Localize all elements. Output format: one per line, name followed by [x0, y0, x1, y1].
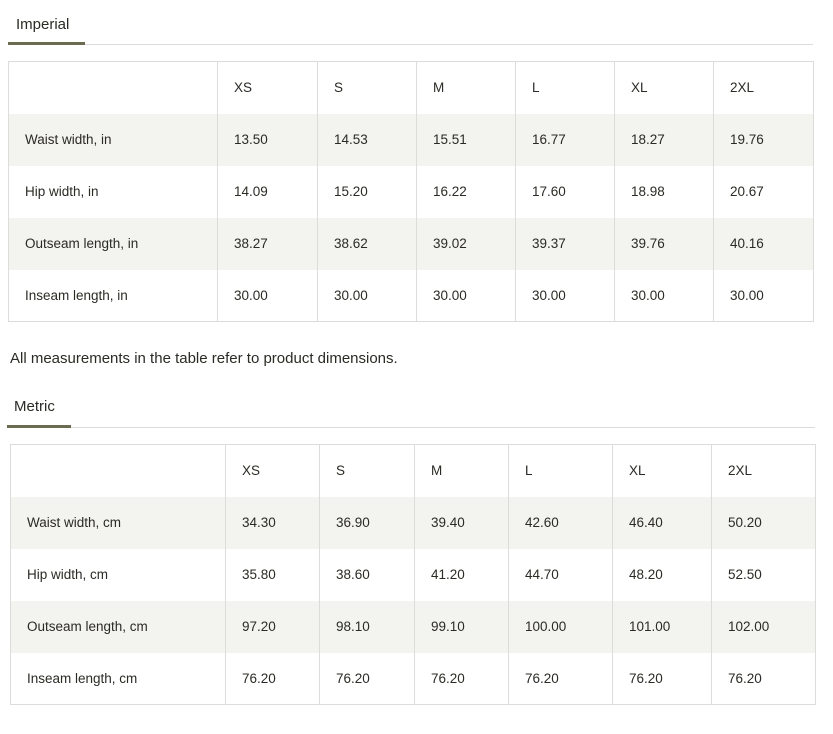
- table-row: Outseam length, cm 97.20 98.10 99.10 100.00 1…: [10, 600, 816, 653]
- size-header-2xl: 2XL: [713, 61, 814, 114]
- measurement-cell: 41.20: [414, 548, 509, 601]
- size-header-l: L: [515, 61, 615, 114]
- measurement-cell: 100.00: [508, 600, 613, 653]
- measurement-cell: 76.20: [414, 652, 509, 705]
- measurement-cell: 20.67: [713, 165, 814, 218]
- measurement-cell: 38.60: [319, 548, 415, 601]
- measurement-cell: 50.20: [711, 496, 816, 549]
- table-header-row: XS S M L XL 2XL: [10, 444, 816, 497]
- measurement-cell: 101.00: [612, 600, 712, 653]
- row-label: Waist width, in: [8, 113, 218, 166]
- size-header-xs: XS: [225, 444, 320, 497]
- active-tab-indicator: [7, 425, 71, 428]
- measurement-cell: 46.40: [612, 496, 712, 549]
- measurement-cell: 38.62: [317, 217, 417, 270]
- row-label: Hip width, cm: [10, 548, 226, 601]
- size-header-s: S: [319, 444, 415, 497]
- measurement-cell: 40.16: [713, 217, 814, 270]
- table-row: Hip width, cm 35.80 38.60 41.20 44.70 48.20 52…: [10, 548, 816, 601]
- size-header-2xl: 2XL: [711, 444, 816, 497]
- measurement-cell: 76.20: [225, 652, 320, 705]
- measurement-cell: 16.22: [416, 165, 516, 218]
- measurement-cell: 76.20: [508, 652, 613, 705]
- imperial-tab-divider: [8, 44, 813, 45]
- measurement-cell: 39.37: [515, 217, 615, 270]
- measurement-cell: 16.77: [515, 113, 615, 166]
- measurement-cell: 42.60: [508, 496, 613, 549]
- measurement-cell: 35.80: [225, 548, 320, 601]
- measurement-cell: 48.20: [612, 548, 712, 601]
- table-row: Hip width, in 14.09 15.20 16.22 17.60 18.98 20…: [8, 165, 814, 218]
- measurement-cell: 18.98: [614, 165, 714, 218]
- measurement-cell: 36.90: [319, 496, 415, 549]
- row-label: Inseam length, in: [8, 269, 218, 322]
- measurement-cell: 30.00: [515, 269, 615, 322]
- size-header-l: L: [508, 444, 613, 497]
- table-row: Waist width, cm 34.30 36.90 39.40 42.60 46.40…: [10, 496, 816, 549]
- header-empty-cell: [8, 61, 218, 114]
- measurement-cell: 15.51: [416, 113, 516, 166]
- measurement-cell: 76.20: [319, 652, 415, 705]
- row-label: Inseam length, cm: [10, 652, 226, 705]
- size-header-m: M: [416, 61, 516, 114]
- measurement-cell: 15.20: [317, 165, 417, 218]
- measurement-cell: 19.76: [713, 113, 814, 166]
- measurement-cell: 52.50: [711, 548, 816, 601]
- measurement-cell: 39.76: [614, 217, 714, 270]
- measurement-cell: 17.60: [515, 165, 615, 218]
- size-header-xl: XL: [612, 444, 712, 497]
- row-label: Outseam length, in: [8, 217, 218, 270]
- measurement-cell: 97.20: [225, 600, 320, 653]
- active-tab-indicator: [8, 42, 85, 45]
- measurement-cell: 44.70: [508, 548, 613, 601]
- size-header-s: S: [317, 61, 417, 114]
- imperial-size-table: XS S M L XL 2XL Waist width, in 13.50 14.53 15.51…: [8, 61, 814, 322]
- measurement-cell: 39.40: [414, 496, 509, 549]
- measurement-cell: 30.00: [713, 269, 814, 322]
- measurement-cell: 98.10: [319, 600, 415, 653]
- size-header-xs: XS: [217, 61, 318, 114]
- table-row: Inseam length, in 30.00 30.00 30.00 30.00 30.…: [8, 269, 814, 322]
- measurement-cell: 14.53: [317, 113, 417, 166]
- table-row: Waist width, in 13.50 14.53 15.51 16.77 18.27…: [8, 113, 814, 166]
- measurement-note: All measurements in the table refer to p…: [10, 350, 398, 367]
- row-label: Hip width, in: [8, 165, 218, 218]
- measurement-cell: 18.27: [614, 113, 714, 166]
- tab-metric[interactable]: Metric: [14, 398, 55, 415]
- metric-tab-divider: [7, 427, 815, 428]
- metric-size-table: XS S M L XL 2XL Waist width, cm 34.30 36.90 39.40…: [10, 444, 816, 705]
- measurement-cell: 14.09: [217, 165, 318, 218]
- measurement-cell: 30.00: [416, 269, 516, 322]
- measurement-cell: 102.00: [711, 600, 816, 653]
- tab-imperial[interactable]: Imperial: [16, 16, 70, 33]
- measurement-cell: 76.20: [711, 652, 816, 705]
- measurement-cell: 30.00: [614, 269, 714, 322]
- measurement-cell: 13.50: [217, 113, 318, 166]
- measurement-cell: 76.20: [612, 652, 712, 705]
- size-header-xl: XL: [614, 61, 714, 114]
- size-header-m: M: [414, 444, 509, 497]
- table-header-row: XS S M L XL 2XL: [8, 61, 814, 114]
- table-row: Outseam length, in 38.27 38.62 39.02 39.37 39…: [8, 217, 814, 270]
- measurement-cell: 30.00: [317, 269, 417, 322]
- measurement-cell: 38.27: [217, 217, 318, 270]
- row-label: Waist width, cm: [10, 496, 226, 549]
- table-row: Inseam length, cm 76.20 76.20 76.20 76.20 76.…: [10, 652, 816, 705]
- header-empty-cell: [10, 444, 226, 497]
- measurement-cell: 39.02: [416, 217, 516, 270]
- row-label: Outseam length, cm: [10, 600, 226, 653]
- measurement-cell: 34.30: [225, 496, 320, 549]
- measurement-cell: 30.00: [217, 269, 318, 322]
- measurement-cell: 99.10: [414, 600, 509, 653]
